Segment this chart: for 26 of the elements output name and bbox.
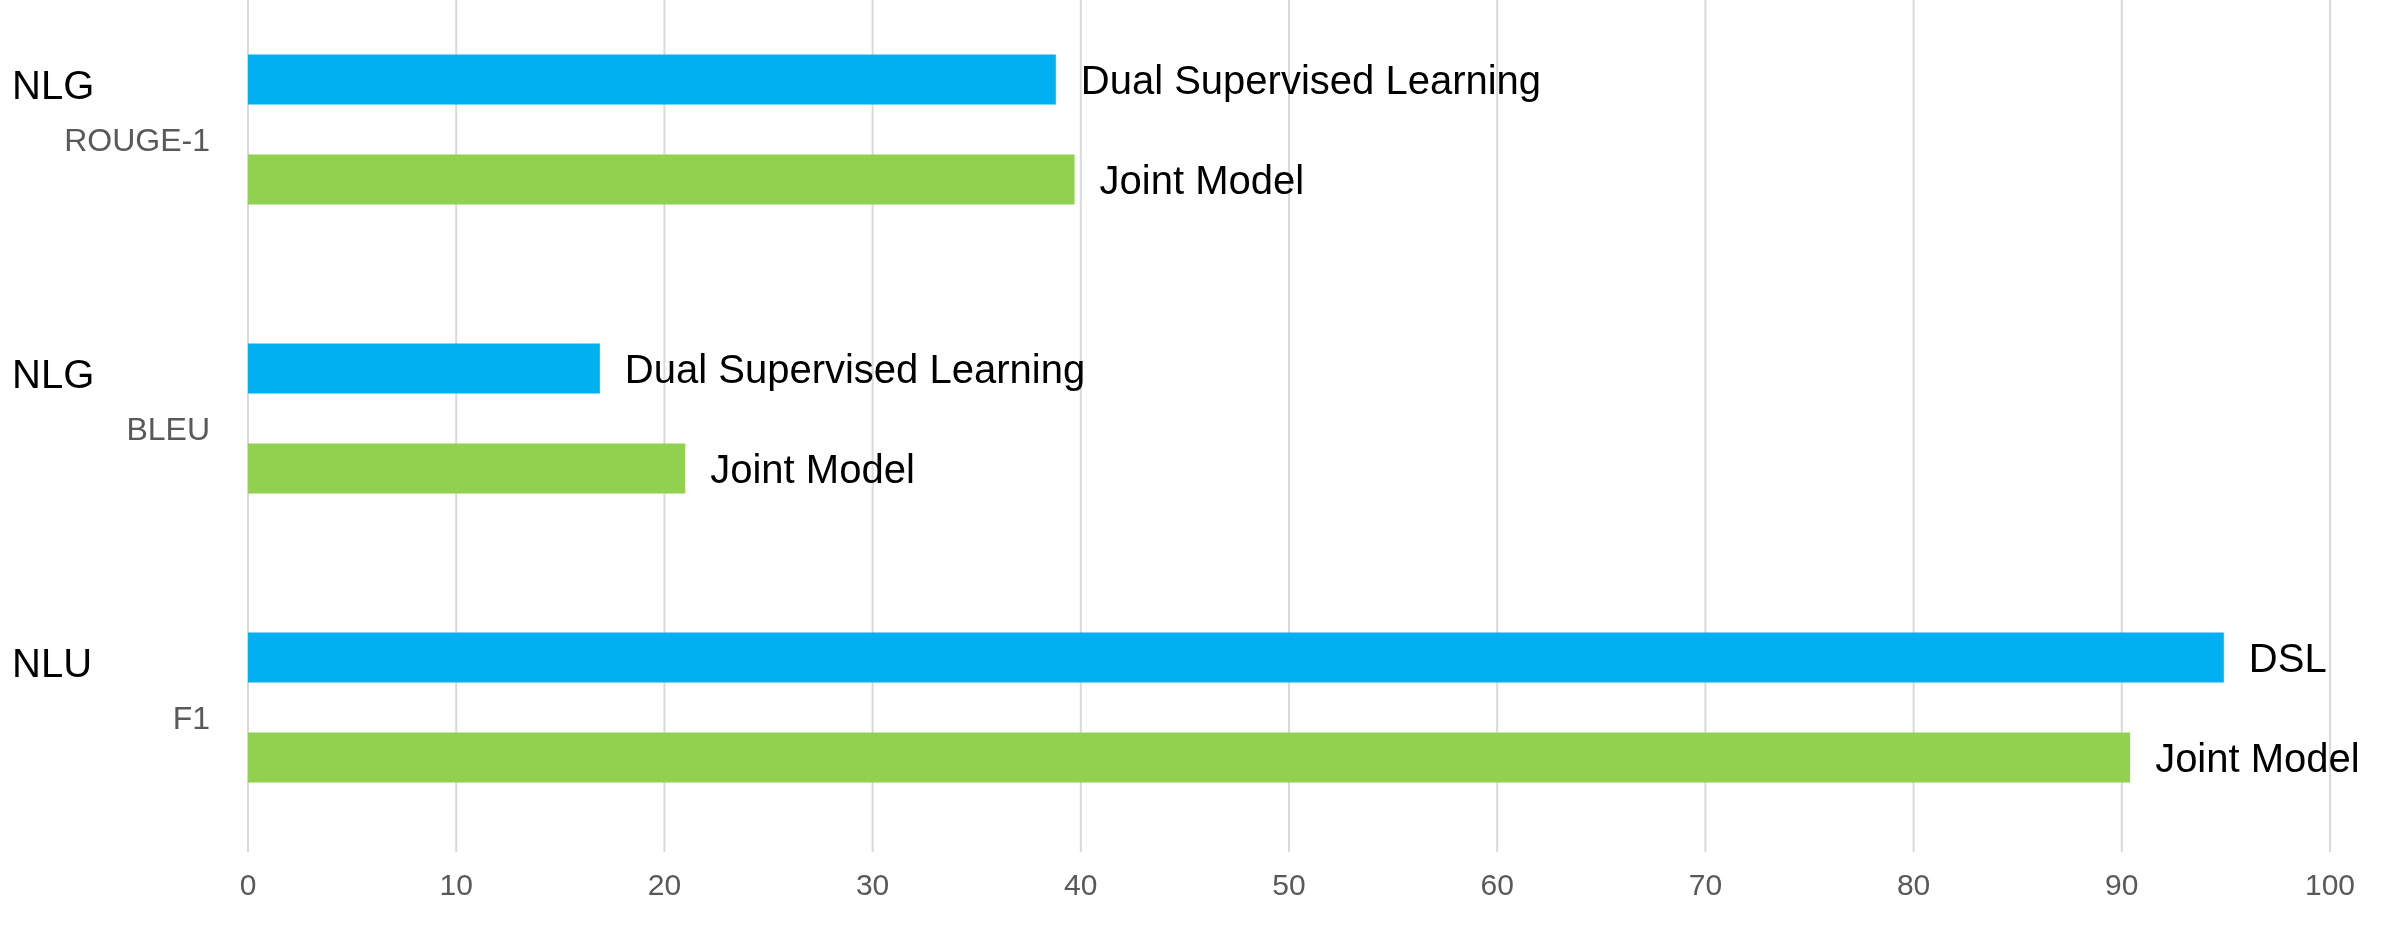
data-label: Dual Supervised Learning [624, 346, 1086, 391]
bar [248, 154, 1075, 205]
x-tick-label: 40 [1064, 868, 1098, 901]
x-tick-label: 100 [2304, 868, 2356, 901]
x-tick-label: 10 [439, 868, 473, 901]
data-label: DSL [2248, 635, 2327, 680]
x-tick-label: 50 [1272, 868, 1306, 901]
bar [248, 54, 1056, 105]
x-tick-label: 70 [1688, 868, 1723, 901]
x-tick-label: 60 [1480, 868, 1514, 901]
y-tick-label: NLG BLEU [12, 351, 210, 447]
x-tick-label: 30 [855, 868, 890, 901]
x-tick-label: 0 [239, 868, 257, 901]
x-tick-label: 90 [2105, 868, 2139, 901]
bar [248, 632, 2224, 683]
y-tick-label: NLG ROUGE-1 [12, 62, 210, 158]
x-tick-label: 80 [1896, 868, 1931, 901]
bar [248, 343, 600, 394]
data-label: Joint Model [1099, 157, 1305, 202]
category-label: NLU F1 [12, 640, 210, 736]
data-label: Joint Model [710, 446, 915, 491]
data-label: Dual Supervised Learning [1080, 57, 1542, 102]
bar [248, 732, 2131, 783]
x-tick-label: 20 [647, 868, 682, 901]
bar [248, 443, 686, 494]
data-label: Joint Model [2155, 735, 2360, 780]
